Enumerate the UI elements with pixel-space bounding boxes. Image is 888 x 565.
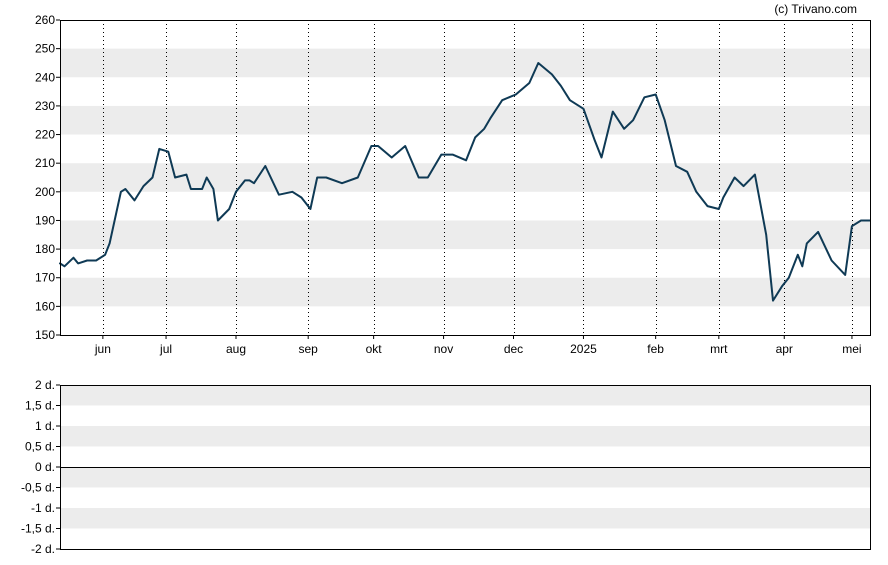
- main-band: [60, 105, 870, 135]
- main-band: [60, 163, 870, 192]
- x-tick-label: sep: [299, 342, 319, 356]
- sub-chart-bands: [60, 385, 870, 529]
- main-band: [60, 48, 870, 78]
- y-tick-label: 180: [35, 242, 55, 256]
- credit-text: (c) Trivano.com: [774, 2, 857, 16]
- x-tick-label: dec: [504, 342, 523, 356]
- main-y-axis: 150 160 170 180 190 200 210 220 230 240 250 260: [35, 13, 60, 342]
- price-series: [59, 62, 871, 302]
- y-tick-label: 210: [35, 156, 55, 170]
- y-tick-label: 220: [35, 128, 55, 142]
- x-tick-label: apr: [776, 342, 793, 356]
- x-tick-label: jun: [94, 342, 111, 356]
- main-chart-frame: [60, 20, 871, 336]
- sub-y-tick-label: -0,5 d.: [21, 481, 55, 495]
- y-tick-label: 230: [35, 99, 55, 113]
- x-tick-label: mrt: [710, 342, 728, 356]
- main-band: [60, 277, 870, 307]
- main-chart-vertical-grid: [103, 20, 853, 335]
- x-tick-label: nov: [434, 342, 453, 356]
- x-tick-label: feb: [647, 342, 664, 356]
- sub-y-tick-label: 0 d.: [35, 460, 55, 474]
- price-line: [59, 62, 871, 302]
- sub-y-tick-label: 1,5 d.: [25, 399, 55, 413]
- sub-band: [60, 508, 870, 529]
- sub-band: [60, 467, 870, 488]
- y-tick-label: 170: [35, 271, 55, 285]
- x-tick-label: okt: [366, 342, 383, 356]
- sub-y-tick-label: 2 d.: [35, 378, 55, 392]
- main-chart-bands: [60, 48, 870, 307]
- y-tick-label: 190: [35, 213, 55, 227]
- y-tick-label: 150: [35, 328, 55, 342]
- sub-y-tick-label: -1,5 d.: [21, 522, 55, 536]
- sub-chart-frame: [60, 385, 871, 550]
- y-tick-label: 260: [35, 13, 55, 27]
- main-x-axis: jun jul aug sep okt nov dec 2025 feb mrt apr mei: [94, 335, 862, 356]
- sub-y-tick-label: 0,5 d.: [25, 440, 55, 454]
- sub-band: [60, 385, 870, 406]
- y-tick-label: 250: [35, 42, 55, 56]
- x-tick-label: mei: [842, 342, 861, 356]
- x-tick-label: 2025: [570, 342, 597, 356]
- x-tick-label: jul: [159, 342, 172, 356]
- sub-y-tick-label: -2 d.: [31, 542, 55, 556]
- main-band: [60, 220, 870, 250]
- x-tick-label: aug: [226, 342, 246, 356]
- y-tick-label: 200: [35, 185, 55, 199]
- y-tick-label: 240: [35, 70, 55, 84]
- sub-band: [60, 426, 870, 447]
- sub-y-tick-label: 1 d.: [35, 419, 55, 433]
- sub-y-tick-label: -1 d.: [31, 501, 55, 515]
- y-tick-label: 160: [35, 299, 55, 313]
- sub-y-axis: -2 d. -1,5 d. -1 d. -0,5 d. 0 d. 0,5 d. 1 d. 1,…: [21, 378, 60, 556]
